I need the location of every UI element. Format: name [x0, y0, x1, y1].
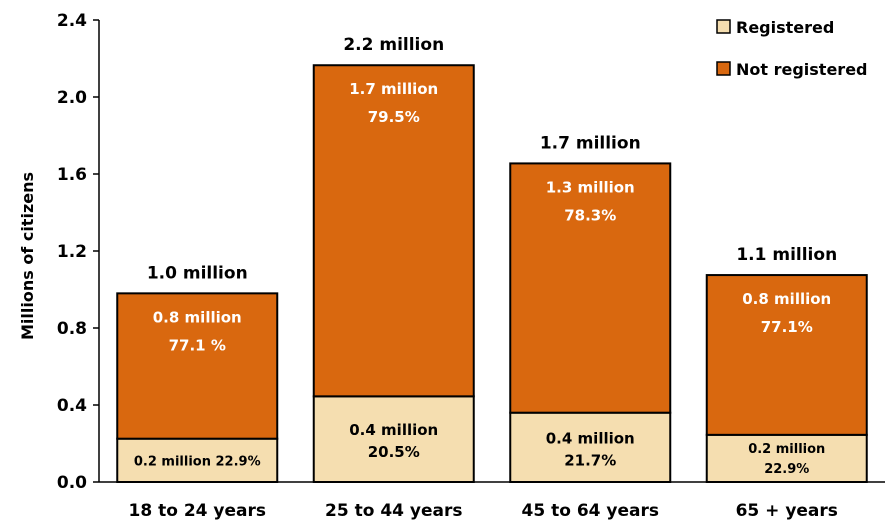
data-label-registered-pct: 20.5% [368, 443, 420, 461]
data-label-not-registered-pct: 77.1 % [169, 336, 226, 354]
bars-layer [116, 64, 868, 484]
legend-label: Not registered [736, 60, 868, 79]
labels-layer: 18 to 24 years 1.0 million 0.8 million 77.1… [129, 35, 838, 521]
data-label-not-registered-pct: 78.3% [564, 206, 616, 224]
y-tick-label: 1.2 [57, 242, 87, 262]
y-axis-label: Millions of citizens [18, 172, 37, 340]
data-label-registered: 0.2 million 22.9% [134, 454, 261, 469]
y-tick-label: 1.6 [57, 165, 87, 185]
y-tick-label: 2.4 [57, 11, 87, 31]
data-label-registered-value: 0.4 million [546, 429, 635, 447]
bar-not-registered [116, 292, 279, 440]
data-label-not-registered-pct: 79.5% [368, 108, 420, 126]
bar-registered [116, 437, 279, 483]
x-tick-label: 65 + years [736, 501, 838, 521]
bar-not-registered [705, 274, 868, 436]
x-tick-label: 25 to 44 years [325, 501, 462, 521]
x-tick-label: 18 to 24 years [129, 501, 266, 521]
y-tick-label: 0.8 [57, 319, 87, 339]
y-tick-label: 0.4 [57, 396, 87, 416]
legend: Registered Not registered [716, 18, 868, 79]
data-label-not-registered-value: 1.7 million [349, 80, 438, 98]
y-tick-label: 0.0 [57, 473, 87, 493]
data-label-registered-pct: 21.7% [564, 451, 616, 469]
bar-total-label: 1.1 million [736, 245, 837, 265]
data-label-not-registered-pct: 77.1% [761, 318, 813, 336]
bar-total-label: 2.2 million [343, 35, 444, 55]
bar-not-registered [312, 64, 475, 398]
legend-swatch [716, 19, 731, 34]
x-tick-label: 45 to 64 years [522, 501, 659, 521]
legend-swatch [716, 61, 731, 76]
y-tick-label: 2.0 [57, 88, 87, 108]
data-label-registered-value: 0.2 million [748, 442, 825, 457]
bar-not-registered [509, 162, 672, 414]
data-label-registered-value: 0.4 million [349, 421, 438, 439]
bar-total-label: 1.0 million [147, 263, 248, 283]
data-label-registered-pct: 22.9% [764, 462, 809, 477]
data-label-not-registered-value: 0.8 million [742, 290, 831, 308]
data-label-not-registered-value: 0.8 million [153, 308, 242, 326]
bar-total-label: 1.7 million [540, 133, 641, 153]
axes-layer: Millions of citizens 0.0 0.4 0.8 1.2 1.6 2.0 2… [18, 11, 885, 493]
data-label-not-registered-value: 1.3 million [546, 178, 635, 196]
legend-label: Registered [736, 18, 834, 37]
